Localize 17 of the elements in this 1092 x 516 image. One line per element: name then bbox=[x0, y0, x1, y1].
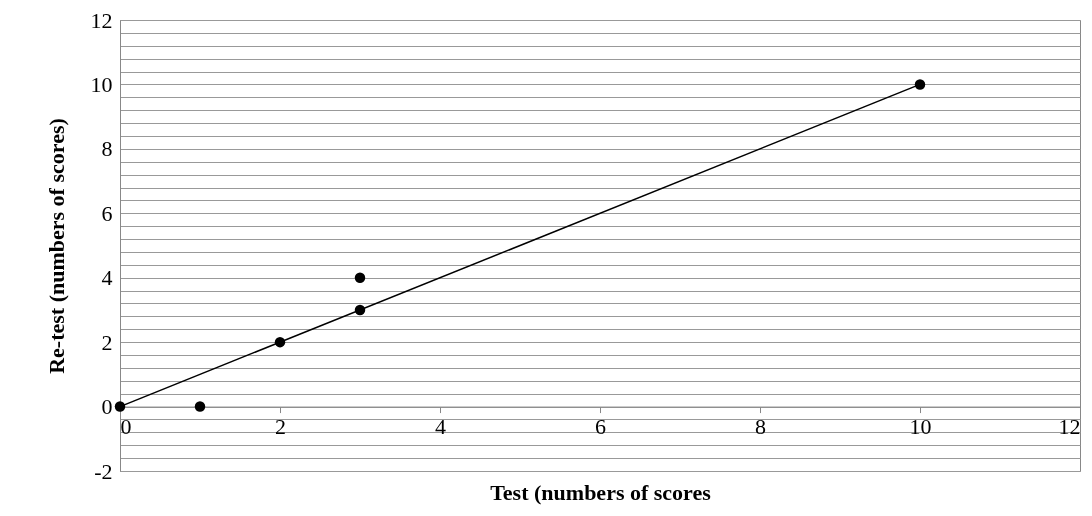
y-axis-title: Re-test (numbers of scores) bbox=[43, 118, 69, 374]
x-tick-label: 2 bbox=[275, 414, 286, 440]
y-tick-label: 8 bbox=[101, 136, 113, 162]
y-tick-label: 10 bbox=[90, 71, 113, 97]
x-tick-label: 6 bbox=[595, 414, 606, 440]
y-tick-label: 6 bbox=[101, 200, 113, 226]
y-tick-label: 0 bbox=[101, 394, 113, 420]
x-tick-label: 4 bbox=[435, 414, 446, 440]
x-tick-label: 8 bbox=[755, 414, 766, 440]
x-tick-label: 0 bbox=[120, 414, 132, 440]
x-tick-label: 10 bbox=[909, 414, 932, 440]
y-tick-label: 12 bbox=[90, 7, 113, 33]
y-tick-label: 4 bbox=[101, 265, 113, 291]
x-tick-label: 12 bbox=[1058, 414, 1081, 440]
y-tick-label: 2 bbox=[101, 329, 113, 355]
x-axis-title: Test (numbers of scores bbox=[490, 479, 712, 505]
y-tick-label: -2 bbox=[94, 458, 113, 484]
